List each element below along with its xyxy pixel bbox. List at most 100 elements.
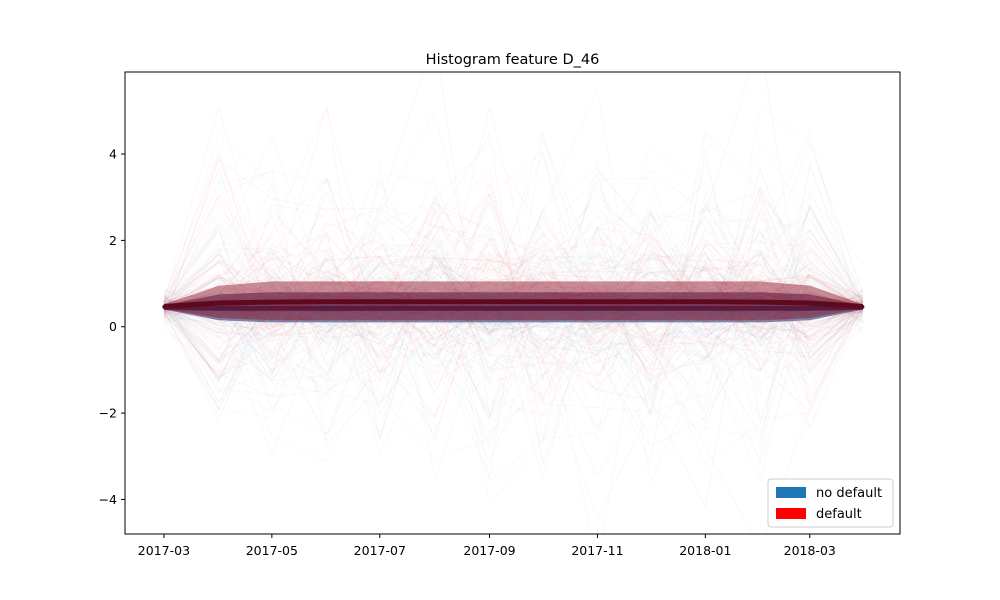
series-no-default-point <box>808 306 812 310</box>
series-trace <box>163 237 864 358</box>
x-axis: 2017-03 2017-05 2017-07 2017-09 2017-11 2018-… <box>138 534 836 558</box>
series-default-point <box>808 301 812 305</box>
series-default-point <box>861 305 865 308</box>
series-no-default-point <box>488 306 491 310</box>
series-default-point <box>541 300 545 304</box>
series-no-default-point <box>649 306 652 310</box>
series-trace <box>163 264 863 339</box>
series-trace <box>163 72 864 380</box>
series-trace <box>163 135 864 480</box>
plot-frame <box>124 71 901 535</box>
series-no-default-point <box>433 306 437 310</box>
series-trace <box>163 288 864 382</box>
x-tick-label: 2017-03 <box>138 543 190 558</box>
series-trace <box>163 206 864 414</box>
x-tick-label: 2017-11 <box>571 543 623 558</box>
series-trace <box>163 167 864 438</box>
x-tick-label: 2017-05 <box>246 543 298 558</box>
series-trace <box>163 287 863 318</box>
series-trace <box>163 288 863 316</box>
series-trace <box>163 233 864 355</box>
series-trace <box>163 215 864 398</box>
plot-area <box>162 72 865 534</box>
series-trace <box>163 248 864 383</box>
x-tick-label: 2017-07 <box>354 543 406 558</box>
series-trace <box>163 288 863 317</box>
y-axis: −4 −2 0 2 4 <box>99 147 125 507</box>
series-trace <box>163 282 863 345</box>
series-trace <box>163 193 863 392</box>
series-trace <box>163 255 863 335</box>
series-default-point <box>270 300 274 304</box>
series-trace <box>163 203 864 398</box>
y-tick-label: 0 <box>109 319 117 334</box>
series-trace <box>163 184 864 446</box>
series-trace <box>163 283 863 327</box>
series-default-point <box>649 300 652 304</box>
series-trace <box>163 179 864 401</box>
series-trace <box>163 130 863 435</box>
series-trace <box>163 256 863 335</box>
series-trace <box>163 205 864 418</box>
series-trace <box>163 206 864 364</box>
series-default-traces <box>163 72 864 534</box>
series-trace <box>163 256 864 334</box>
series-trace <box>163 106 864 386</box>
legend-label-no-default: no default <box>816 486 882 501</box>
series-no-default-point <box>217 306 221 310</box>
series-trace <box>163 282 863 321</box>
series-trace <box>163 280 863 346</box>
series-trace <box>163 246 863 378</box>
series-default-point <box>433 300 437 304</box>
series-trace <box>163 215 864 378</box>
series-default-point <box>378 300 382 304</box>
series-default-point <box>488 300 491 304</box>
series-trace <box>163 205 864 362</box>
series-no-default-point <box>758 306 762 310</box>
series-no-default-point <box>270 306 274 310</box>
series-default-point <box>758 300 762 304</box>
series-trace <box>163 242 864 340</box>
legend-swatch-default <box>776 508 806 519</box>
series-default-point <box>217 301 221 305</box>
series-trace <box>163 191 864 509</box>
series-trace <box>163 229 864 341</box>
series-trace <box>163 243 864 371</box>
chart-title: Histogram feature D_46 <box>426 52 600 68</box>
y-tick-label: −4 <box>99 492 117 507</box>
series-trace <box>163 250 863 413</box>
series-trace <box>163 148 863 443</box>
series-default <box>162 72 865 534</box>
series-default-point <box>325 300 329 304</box>
series-no-default-median <box>163 304 863 311</box>
series-trace <box>163 251 864 413</box>
series-trace <box>163 270 863 351</box>
series-no-default-point <box>541 306 545 310</box>
series-trace <box>163 238 863 347</box>
series-trace <box>163 271 864 343</box>
series-trace <box>163 272 863 337</box>
series-trace <box>163 215 864 356</box>
series-trace <box>163 199 864 403</box>
series-trace <box>163 239 863 359</box>
series-trace <box>163 72 864 534</box>
series-trace <box>163 154 864 417</box>
series-trace <box>163 236 864 443</box>
series-trace <box>163 235 863 319</box>
series-default-point <box>595 300 599 304</box>
series-trace <box>163 291 863 319</box>
series-trace <box>163 290 863 326</box>
series-trace <box>163 241 864 345</box>
series-trace <box>163 192 863 429</box>
series-trace <box>163 150 864 385</box>
series-no-default-point <box>378 306 382 310</box>
series-trace <box>163 271 863 329</box>
series-trace <box>163 288 863 312</box>
series-trace <box>163 256 863 418</box>
series-trace <box>163 290 863 322</box>
series-trace <box>163 192 864 372</box>
series-trace <box>163 211 864 373</box>
series-trace <box>163 181 863 457</box>
series-no-default-point <box>703 306 707 310</box>
